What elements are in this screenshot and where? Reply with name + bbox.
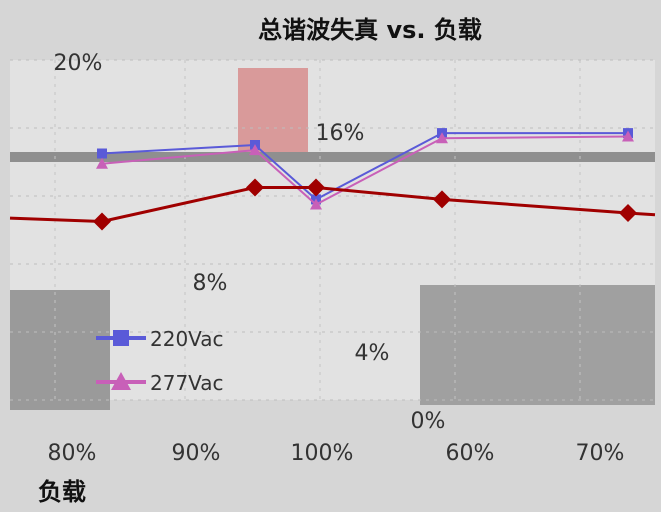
y-tick-label-1: 16% [316,121,365,146]
y-tick-label-3: 4% [355,341,390,366]
y-tick-label-0: 20% [54,51,103,76]
legend-marker-220vac [113,330,129,346]
x-axis-label: 负载 [38,478,86,506]
highlight-point-0 [93,212,111,231]
artifact-block-left [10,290,110,410]
chart-title: 总谐波失真 vs. 负载 [258,16,482,44]
x-tick-label-0: 80% [48,441,97,466]
series-1-point-2 [310,198,322,210]
artifact-block-right [420,285,655,405]
legend-label-277vac: 277Vac [150,371,224,395]
series-0-point-0 [97,148,107,159]
highlight-series [9,178,656,231]
x-tick-label-3: 60% [446,441,495,466]
legend-label-220vac: 220Vac [150,327,224,351]
highlight-point-4 [619,204,637,222]
artifact-band [10,152,655,162]
highlight-point-3 [433,190,451,209]
highlight-point-1 [246,178,264,197]
series-1-point-3 [436,132,448,144]
x-tick-label-2: 100% [291,441,354,466]
series-1-point-1 [249,144,261,156]
y-tick-label-2: 8% [193,271,228,296]
series-1-point-4 [622,130,634,142]
highlight-band [238,68,308,156]
legend-marker-277vac [111,372,131,390]
series-layer [96,128,634,210]
legend: 220Vac 277Vac [96,327,224,395]
x-tick-label-1: 90% [172,441,221,466]
highlight-point-2 [307,178,325,197]
y-tick-label-4: 0% [411,409,446,434]
series-1-point-0 [96,157,108,169]
x-tick-label-4: 70% [576,441,625,466]
grid-lines [10,59,655,401]
